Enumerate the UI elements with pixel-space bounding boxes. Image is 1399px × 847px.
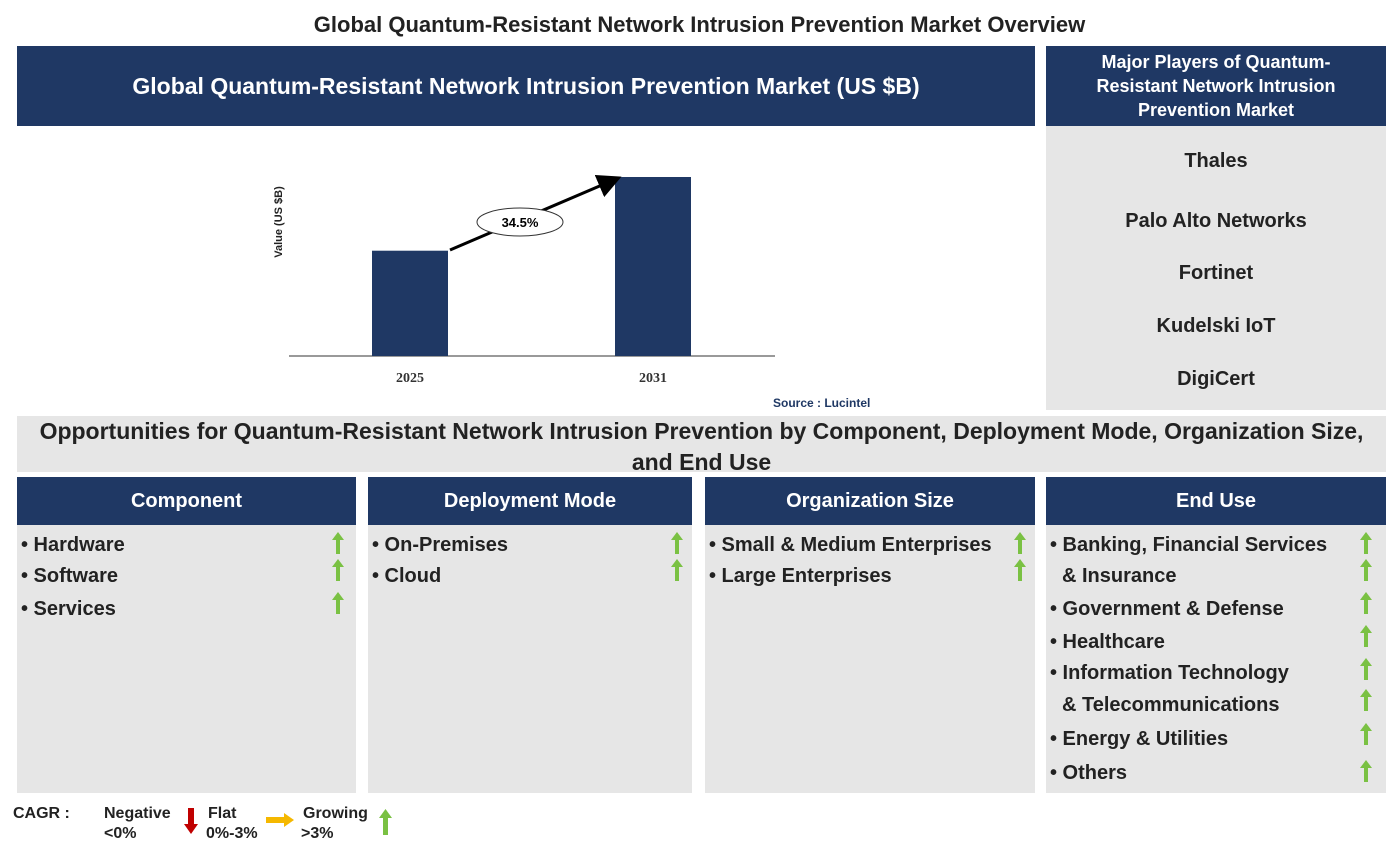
list-item: • Services — [21, 598, 116, 620]
segment-header-deployment-mode: Deployment Mode — [368, 477, 692, 525]
list-item: • Cloud — [372, 565, 442, 587]
list-item: • Large Enterprises — [709, 565, 892, 587]
bar-2025 — [372, 250, 448, 356]
up-arrow-icon — [1360, 559, 1372, 581]
source-label: Source : Lucintel — [773, 396, 871, 410]
up-arrow-icon — [1014, 532, 1026, 554]
player-item: Palo Alto Networks — [1125, 210, 1307, 232]
right-arrow-icon — [266, 813, 294, 827]
list-item: & Insurance — [1062, 565, 1177, 587]
segment-panel-component: • Hardware • Software • Services — [17, 525, 356, 793]
up-arrow-icon — [332, 592, 344, 614]
legend-negative-label: Negative — [104, 805, 171, 822]
list-item: • Healthcare — [1050, 631, 1165, 653]
list-item: • Others — [1050, 762, 1128, 784]
segment-header-organization-size: Organization Size — [705, 477, 1035, 525]
list-item: • Hardware — [21, 534, 125, 556]
list-item: & Telecommunications — [1062, 694, 1280, 716]
segment-header-end-use: End Use — [1046, 477, 1386, 525]
cagr-bubble — [476, 207, 564, 237]
list-item: • Government & Defense — [1050, 598, 1284, 620]
page-title: Global Quantum-Resistant Network Intrusi… — [313, 12, 1086, 37]
legend-growing-range: >3% — [301, 825, 334, 842]
opportunities-title: Opportunities for Quantum-Resistant Netw… — [17, 416, 1386, 475]
players-header: Major Players of Quantum-Resistant Netwo… — [1046, 46, 1386, 126]
up-arrow-icon — [1360, 532, 1372, 554]
players-panel: Thales Palo Alto Networks Fortinet Kudel… — [1046, 126, 1386, 410]
x-tick-label: 2025 — [396, 371, 424, 386]
x-tick-label: 2031 — [639, 371, 667, 386]
market-bar-chart: Value (US $B) 2025 2031 34.5% — [273, 175, 775, 386]
segment-panel-deployment-mode: • On-Premises • Cloud — [368, 525, 692, 793]
up-arrow-icon — [379, 809, 392, 835]
up-arrow-icon — [1014, 559, 1026, 581]
list-item: • Small & Medium Enterprises — [709, 534, 992, 556]
player-item: Thales — [1184, 150, 1248, 172]
list-item: • Energy & Utilities — [1050, 728, 1229, 750]
legend-flat-label: Flat — [208, 805, 237, 822]
legend-cagr-label: CAGR : — [13, 805, 70, 822]
down-arrow-icon — [184, 808, 198, 834]
up-arrow-icon — [671, 532, 683, 554]
y-axis-label: Value (US $B) — [273, 186, 285, 258]
up-arrow-icon — [1360, 723, 1372, 745]
bar-2031 — [615, 177, 691, 356]
legend-negative-range: <0% — [104, 825, 137, 842]
up-arrow-icon — [1360, 658, 1372, 680]
segment-panel-organization-size: • Small & Medium Enterprises • Large Ent… — [705, 525, 1035, 793]
chart-header: Global Quantum-Resistant Network Intrusi… — [17, 46, 1035, 126]
up-arrow-icon — [1360, 592, 1372, 614]
player-item: DigiCert — [1177, 368, 1255, 390]
segment-panel-end-use: • Banking, Financial Services & Insuranc… — [1046, 525, 1386, 793]
up-arrow-icon — [1360, 689, 1372, 711]
segment-header-component: Component — [17, 477, 356, 525]
up-arrow-icon — [1360, 625, 1372, 647]
up-arrow-icon — [332, 559, 344, 581]
up-arrow-icon — [671, 559, 683, 581]
cagr-label: 34.5% — [502, 215, 539, 230]
up-arrow-icon — [1360, 760, 1372, 782]
player-item: Fortinet — [1178, 262, 1254, 284]
player-item: Kudelski IoT — [1156, 315, 1276, 337]
list-item: • Information Technology — [1050, 662, 1289, 684]
list-item: • Banking, Financial Services — [1050, 534, 1328, 556]
list-item: • Software — [21, 565, 119, 587]
legend-growing-label: Growing — [303, 805, 368, 822]
legend-flat-range: 0%-3% — [206, 825, 258, 842]
list-item: • On-Premises — [372, 534, 508, 556]
up-arrow-icon — [332, 532, 344, 554]
